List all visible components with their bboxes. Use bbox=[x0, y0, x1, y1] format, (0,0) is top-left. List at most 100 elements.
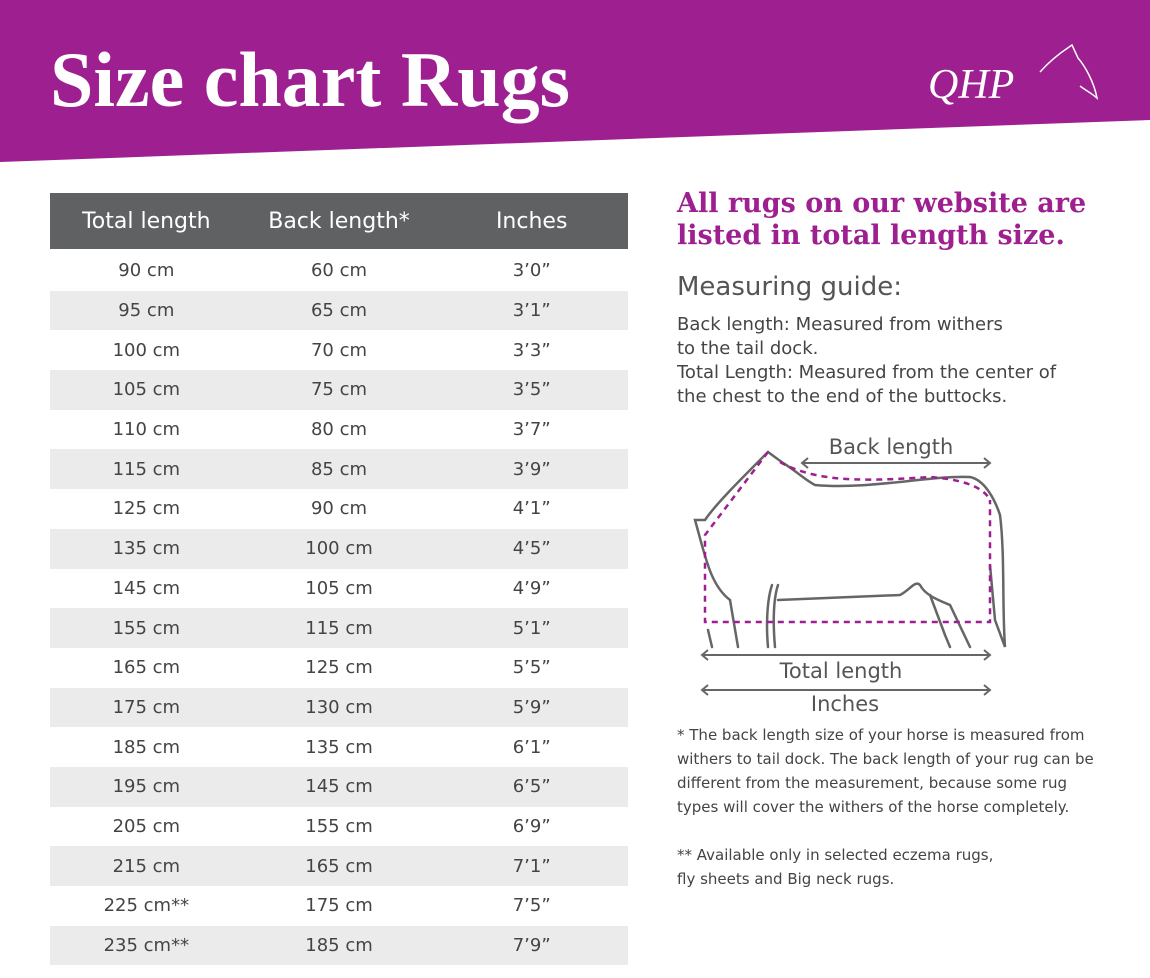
table-cell: 5’5” bbox=[512, 657, 551, 679]
guide-text: Back length: Measured from withers to th… bbox=[677, 313, 1056, 409]
table-cell: 4’1” bbox=[512, 498, 551, 520]
table-cell: 4’5” bbox=[512, 538, 551, 560]
footnote-line: withers to tail dock. The back length of… bbox=[677, 750, 1094, 768]
guide-line: Back length: Measured from withers bbox=[677, 314, 1003, 335]
diagram-label: Total length bbox=[779, 659, 903, 683]
table-cell: 3’7” bbox=[512, 419, 551, 441]
guide-line: the chest to the end of the buttocks. bbox=[677, 386, 1008, 407]
headline-line: All rugs on our website are bbox=[677, 188, 1087, 219]
table-row: 155 cm 115 cm 5’1” bbox=[50, 608, 628, 648]
guide-title: Measuring guide: bbox=[677, 272, 903, 302]
table-cell: 185 cm bbox=[112, 736, 181, 758]
table-body: 90 cm 60 cm 3’0” 95 cm 65 cm 3’1” 100 cm 70 cm 3… bbox=[50, 251, 628, 966]
logo: QHP bbox=[928, 62, 1014, 108]
table-cell: 185 cm bbox=[305, 935, 373, 957]
table-cell: 195 cm bbox=[112, 776, 181, 798]
table-cell: 135 cm bbox=[112, 538, 181, 560]
table-cell: 135 cm bbox=[305, 736, 373, 758]
guide-line: to the tail dock. bbox=[677, 338, 819, 359]
table-cell: 115 cm bbox=[112, 458, 181, 480]
table-cell: 7’1” bbox=[512, 855, 551, 877]
headline: All rugs on our website are listed in to… bbox=[677, 188, 1086, 252]
table-cell: 60 cm bbox=[310, 260, 368, 282]
table-cell: 5’1” bbox=[512, 617, 551, 639]
footnote-line: different from the measurement, because … bbox=[677, 774, 1068, 792]
table-cell: 7’5” bbox=[512, 895, 551, 917]
table-cell: 7’9” bbox=[512, 935, 551, 957]
column-header: Back length* bbox=[268, 208, 410, 234]
footnote-line: fly sheets and Big neck rugs. bbox=[677, 870, 895, 888]
guide-line: Total Length: Measured from the center o… bbox=[677, 362, 1057, 383]
table-cell: 165 cm bbox=[112, 657, 181, 679]
table-row: 145 cm 105 cm 4’9” bbox=[50, 569, 628, 609]
header-banner: Size chart Rugs QHP bbox=[0, 0, 1150, 162]
table-cell: 175 cm bbox=[305, 895, 373, 917]
diagram-label: Back length bbox=[829, 435, 954, 459]
table-cell: 205 cm bbox=[112, 815, 181, 837]
table-cell: 145 cm bbox=[305, 776, 373, 798]
table-row: 95 cm 65 cm 3’1” bbox=[50, 290, 628, 331]
footnote: ** Available only in selected eczema rug… bbox=[677, 843, 993, 891]
table-cell: 6’5” bbox=[512, 776, 551, 798]
diagram-label: Inches bbox=[811, 692, 879, 716]
table-cell: 6’9” bbox=[512, 815, 551, 837]
table-row: 100 cm 70 cm 3’3” bbox=[50, 330, 628, 370]
table-cell: 235 cm** bbox=[103, 935, 190, 957]
table-row: 225 cm** 175 cm 7’5” bbox=[50, 886, 628, 926]
footnote-line: * The back length size of your horse is … bbox=[677, 726, 1085, 744]
table-cell: 3’0” bbox=[512, 260, 551, 282]
table-cell: 3’1” bbox=[512, 300, 551, 322]
column-header: Inches bbox=[495, 208, 568, 234]
table-row: 90 cm 60 cm 3’0” bbox=[50, 251, 628, 291]
table-row: 215 cm 165 cm 7’1” bbox=[50, 846, 628, 886]
table-row: 165 cm 125 cm 5’5” bbox=[50, 648, 628, 688]
table-cell: 100 cm bbox=[112, 339, 181, 361]
headline-line: listed in total length size. bbox=[677, 220, 1065, 251]
table-row: 110 cm 80 cm 3’7” bbox=[50, 410, 628, 450]
table-cell: 175 cm bbox=[112, 696, 181, 718]
horse-diagram: Back length Total length Inches bbox=[693, 435, 1007, 716]
table-cell: 155 cm bbox=[112, 617, 181, 639]
column-header: Total length bbox=[82, 208, 211, 234]
table-cell: 110 cm bbox=[112, 419, 181, 441]
table-cell: 3’5” bbox=[512, 379, 551, 401]
table-cell: 105 cm bbox=[112, 379, 181, 401]
table-cell: 5’9” bbox=[512, 696, 551, 718]
table-cell: 105 cm bbox=[305, 577, 373, 599]
table-row: 175 cm 130 cm 5’9” bbox=[50, 687, 628, 728]
table-cell: 6’1” bbox=[512, 736, 551, 758]
table-row: 195 cm 145 cm 6’5” bbox=[50, 766, 628, 807]
table-cell: 75 cm bbox=[310, 379, 368, 401]
table-cell: 90 cm bbox=[310, 498, 368, 520]
footnote-line: types will cover the withers of the hors… bbox=[677, 798, 1070, 816]
table-cell: 130 cm bbox=[305, 696, 373, 718]
table-cell: 90 cm bbox=[118, 260, 175, 282]
table-cell: 3’3” bbox=[512, 339, 551, 361]
table-cell: 165 cm bbox=[305, 855, 373, 877]
page-title: Size chart Rugs bbox=[50, 36, 570, 123]
table-row: 115 cm 85 cm 3’9” bbox=[50, 449, 628, 490]
table-row: 235 cm** 185 cm 7’9” bbox=[50, 925, 628, 966]
table-cell: 125 cm bbox=[305, 657, 373, 679]
table-cell: 95 cm bbox=[118, 300, 175, 322]
table-row: 125 cm 90 cm 4’1” bbox=[50, 489, 628, 529]
table-cell: 4’9” bbox=[512, 577, 551, 599]
table-row: 205 cm 155 cm 6’9” bbox=[50, 807, 628, 847]
size-table: Total length Back length* Inches 90 cm 60… bbox=[50, 193, 628, 966]
footnote: * The back length size of your horse is … bbox=[677, 723, 1094, 819]
table-row: 135 cm 100 cm 4’5” bbox=[50, 528, 628, 569]
table-cell: 85 cm bbox=[310, 458, 368, 480]
table-cell: 145 cm bbox=[112, 577, 181, 599]
table-cell: 215 cm bbox=[112, 855, 181, 877]
table-header: Total length Back length* Inches bbox=[50, 193, 628, 249]
table-cell: 115 cm bbox=[305, 617, 373, 639]
table-cell: 225 cm** bbox=[103, 895, 190, 917]
table-row: 185 cm 135 cm 6’1” bbox=[50, 727, 628, 767]
table-cell: 70 cm bbox=[310, 339, 368, 361]
table-cell: 80 cm bbox=[310, 419, 368, 441]
footnote-line: ** Available only in selected eczema rug… bbox=[677, 846, 994, 864]
table-cell: 100 cm bbox=[305, 538, 373, 560]
table-row: 105 cm 75 cm 3’5” bbox=[50, 370, 628, 410]
table-cell: 125 cm bbox=[112, 498, 181, 520]
